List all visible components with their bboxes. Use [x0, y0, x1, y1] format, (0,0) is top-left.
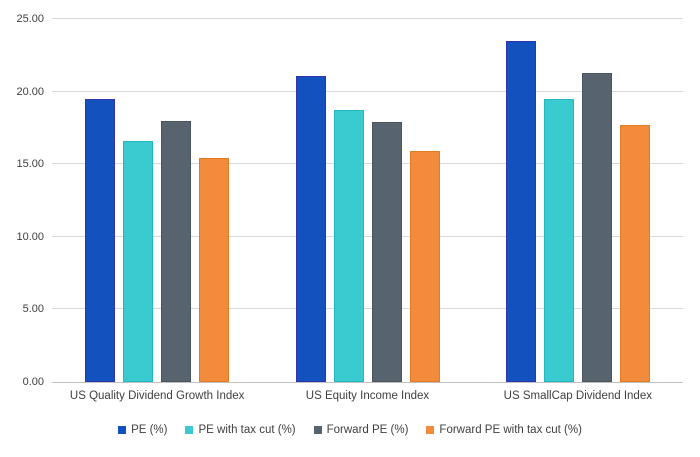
bar-series3-group3: [581, 72, 612, 382]
y-tick-label: 5.00: [22, 303, 44, 316]
y-tick-label: 25.00: [16, 13, 44, 25]
legend-label: PE with tax cut (%): [198, 424, 296, 436]
bar-series2-group3: [543, 98, 574, 382]
legend-label: Forward PE with tax cut (%): [439, 424, 582, 436]
legend-label: PE (%): [131, 424, 168, 436]
bar-series4-group3: [619, 125, 650, 382]
legend-item: PE with tax cut (%): [185, 424, 296, 436]
legend-swatch-icon: [426, 426, 435, 434]
legend-item: Forward PE with tax cut (%): [426, 424, 582, 436]
bar-series3-group1: [161, 120, 192, 382]
category-label: US Equity Income Index: [305, 390, 430, 402]
bar-series3-group2: [371, 122, 402, 382]
legend-swatch-icon: [118, 426, 127, 434]
gridline: [52, 308, 683, 310]
category-label: US Quality Dividend Growth Index: [69, 390, 245, 402]
legend-swatch-icon: [313, 426, 322, 434]
plot-area: [52, 18, 683, 383]
gridline: [52, 163, 683, 165]
bar-series4-group2: [409, 151, 440, 382]
y-tick-label: 0.00: [22, 376, 44, 388]
y-tick-label: 20.00: [16, 85, 44, 98]
x-axis-line: [52, 382, 683, 383]
gridline: [52, 18, 683, 19]
bar-series1-group2: [295, 75, 326, 382]
bar-series2-group2: [333, 110, 364, 382]
legend-item: Forward PE (%): [313, 424, 409, 436]
bar-series2-group1: [123, 140, 154, 382]
category-label: US SmallCap Dividend Index: [503, 390, 652, 402]
y-tick-label: 15.00: [16, 158, 44, 171]
bar-series1-group1: [85, 98, 116, 382]
legend-label: Forward PE (%): [326, 424, 409, 436]
gridline: [52, 235, 683, 237]
legend: PE (%) PE with tax cut (%) Forward PE (%) F…: [0, 424, 700, 436]
legend-item: PE (%): [118, 424, 167, 436]
gridline: [52, 90, 683, 92]
y-tick-label: 10.00: [16, 230, 44, 243]
legend-swatch-icon: [185, 426, 194, 434]
bar-series4-group1: [199, 158, 230, 382]
bar-series1-group3: [505, 40, 536, 382]
